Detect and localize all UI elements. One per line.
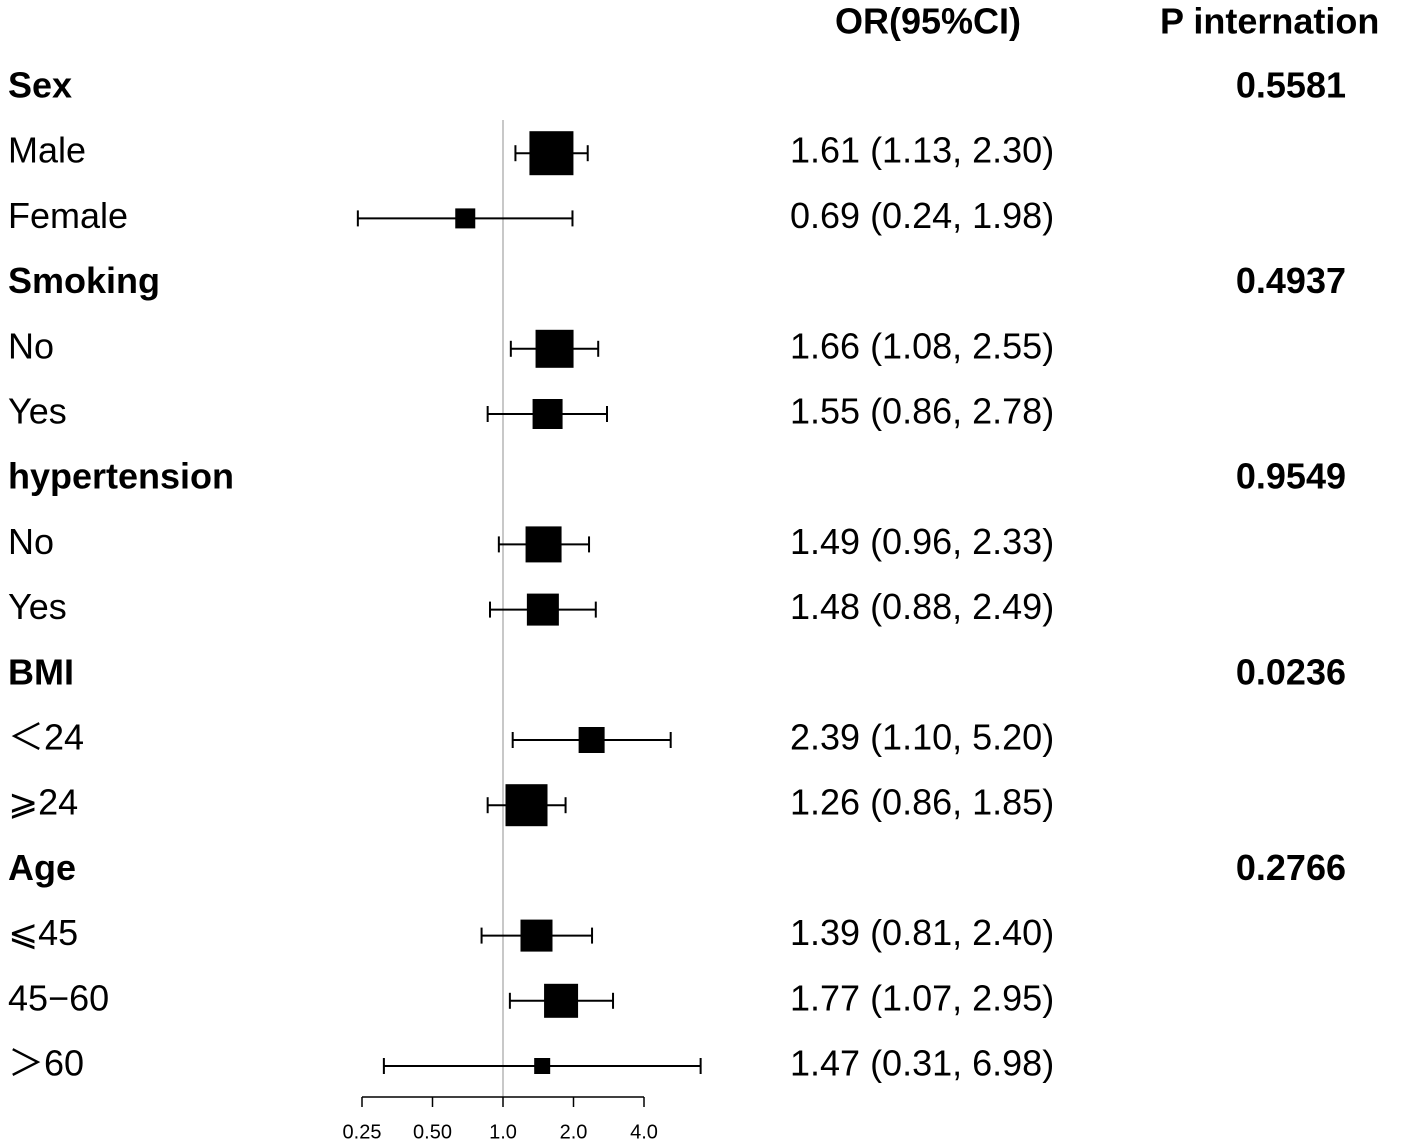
x-tick-label: 0.25 — [343, 1121, 382, 1143]
or-box — [529, 131, 574, 176]
column-header: OR(95%CI) — [835, 1, 1021, 42]
or-box — [532, 399, 563, 429]
or-label: 1.66 (1.08, 2.55) — [790, 325, 1054, 366]
or-box — [578, 727, 605, 753]
or-box — [535, 329, 574, 368]
or-box — [520, 919, 553, 952]
column-header: P internation — [1160, 1, 1379, 42]
or-label: 1.55 (0.86, 2.78) — [790, 391, 1054, 432]
or-label: 1.77 (1.07, 2.95) — [790, 977, 1054, 1018]
subgroup-label: 45−60 — [8, 977, 109, 1018]
x-tick-label: 4.0 — [630, 1121, 658, 1143]
x-tick-label: 0.50 — [413, 1121, 452, 1143]
subgroup-label: Yes — [8, 586, 67, 627]
subgroup-label: Female — [8, 195, 128, 236]
x-tick-label: 1.0 — [489, 1121, 517, 1143]
or-label: 0.69 (0.24, 1.98) — [790, 195, 1054, 236]
or-label: 1.48 (0.88, 2.49) — [790, 586, 1054, 627]
group-label: Smoking — [8, 260, 160, 301]
or-label: 2.39 (1.10, 5.20) — [790, 717, 1054, 758]
p-value: 0.0236 — [1236, 651, 1346, 692]
subgroup-label: No — [8, 325, 54, 366]
subgroup-label: Male — [8, 130, 86, 171]
p-value: 0.9549 — [1236, 456, 1346, 497]
group-label: hypertension — [8, 456, 234, 497]
group-label: Sex — [8, 65, 72, 106]
or-box — [505, 784, 548, 827]
or-box — [526, 593, 559, 626]
subgroup-label: No — [8, 521, 54, 562]
p-value: 0.4937 — [1236, 260, 1346, 301]
or-label: 1.26 (0.86, 1.85) — [790, 782, 1054, 823]
group-label: Age — [8, 847, 76, 888]
subgroup-label: ⩾24 — [8, 782, 78, 823]
or-label: 1.49 (0.96, 2.33) — [790, 521, 1054, 562]
or-box — [455, 208, 476, 229]
p-value: 0.5581 — [1236, 65, 1346, 106]
x-tick-label: 2.0 — [560, 1121, 588, 1143]
subgroup-label: ＞60 — [8, 1043, 84, 1084]
subgroup-label: ＜24 — [8, 717, 84, 758]
or-label: 1.61 (1.13, 2.30) — [790, 130, 1054, 171]
or-box — [525, 526, 562, 563]
subgroup-label: Yes — [8, 391, 67, 432]
or-box — [544, 983, 579, 1018]
p-value: 0.2766 — [1236, 847, 1346, 888]
subgroup-label: ⩽45 — [8, 912, 78, 953]
or-label: 1.39 (0.81, 2.40) — [790, 912, 1054, 953]
group-label: BMI — [8, 651, 74, 692]
or-box — [534, 1058, 551, 1074]
or-label: 1.47 (0.31, 6.98) — [790, 1043, 1054, 1084]
